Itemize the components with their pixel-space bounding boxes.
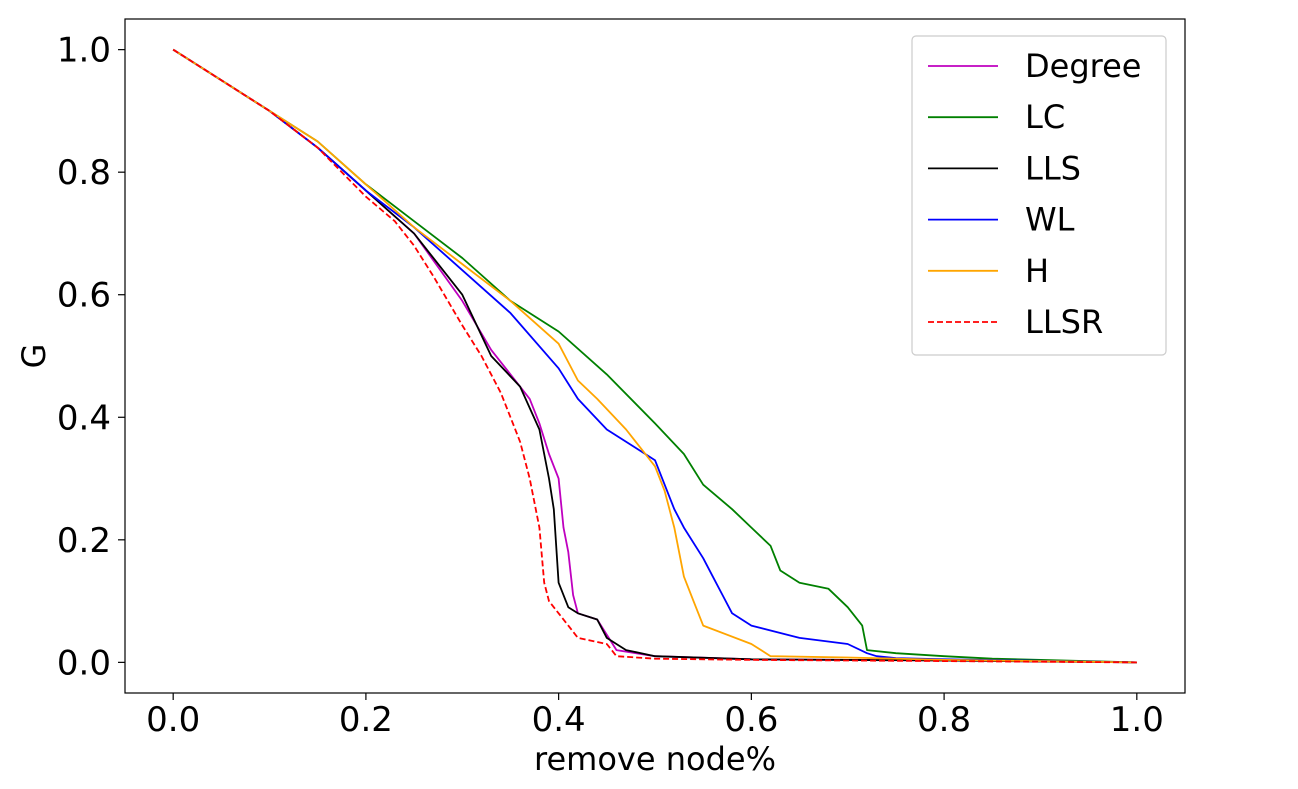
series-line-h xyxy=(172,48,1137,664)
x-axis: 0.0 0.2 0.4 0.6 0.8 1.0 xyxy=(146,693,1164,740)
legend-label-lls: LLS xyxy=(1025,149,1081,187)
y-tick-label: 0.6 xyxy=(57,276,111,316)
y-tick-label: 0.2 xyxy=(57,521,111,561)
y-tick-label: 0.4 xyxy=(57,398,111,438)
y-tick-label: 0.0 xyxy=(57,643,111,683)
y-tick-label: 1.0 xyxy=(57,31,111,71)
legend-label-llsr: LLSR xyxy=(1025,303,1103,341)
legend-box xyxy=(911,35,1167,356)
series-line-wl xyxy=(172,48,1137,664)
y-axis-label: G xyxy=(15,344,53,369)
y-axis: 0.0 0.2 0.4 0.6 0.8 1.0 xyxy=(57,31,125,683)
legend-label-lc: LC xyxy=(1025,98,1065,136)
legend-label-degree: Degree xyxy=(1025,47,1141,85)
x-tick-label: 0.0 xyxy=(146,700,200,740)
plot-lines xyxy=(172,48,1137,664)
x-axis-label: remove node% xyxy=(534,740,776,778)
series-line-lc xyxy=(172,48,1137,664)
x-tick-label: 0.2 xyxy=(339,700,393,740)
plot-frame xyxy=(124,18,1186,694)
x-tick-label: 0.8 xyxy=(917,700,971,740)
legend-label-h: H xyxy=(1025,252,1049,290)
legend: Degree LC LLS WL H LLSR xyxy=(911,35,1167,356)
series-line-llsr xyxy=(172,48,1137,664)
x-tick-label: 0.4 xyxy=(532,700,586,740)
legend-label-wl: WL xyxy=(1025,201,1075,239)
x-tick-label: 0.6 xyxy=(724,700,778,740)
y-tick-label: 0.8 xyxy=(57,153,111,193)
x-tick-label: 1.0 xyxy=(1110,700,1164,740)
